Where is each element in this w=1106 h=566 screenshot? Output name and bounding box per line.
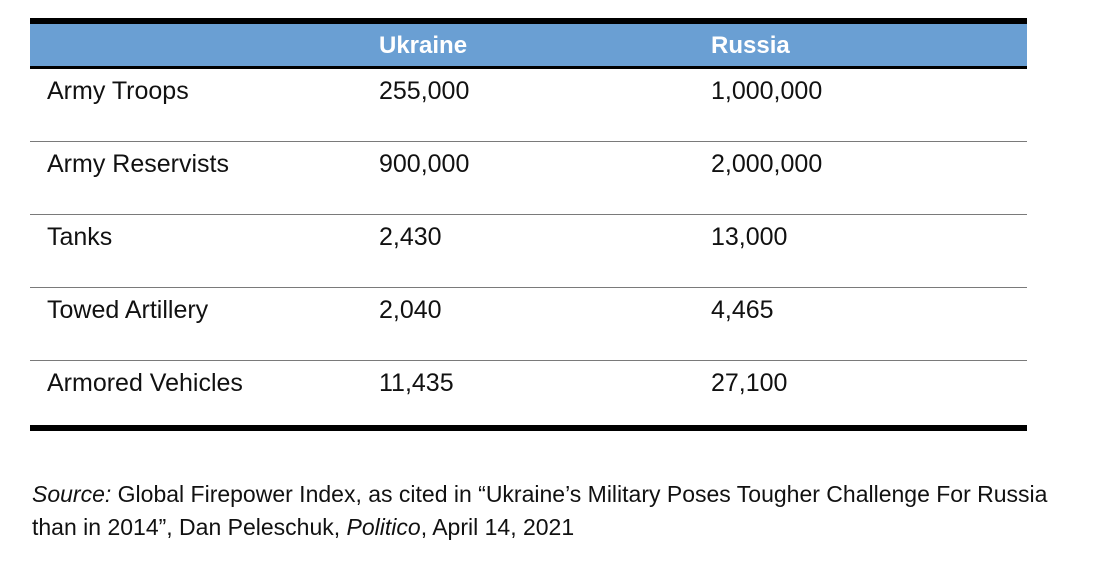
table-bottom-rule — [30, 425, 1027, 431]
table-top-rule — [30, 18, 1027, 24]
ukraine-value: 900,000 — [379, 150, 470, 178]
ukraine-value: 255,000 — [379, 77, 470, 105]
russia-value: 4,465 — [711, 296, 774, 324]
ukraine-value: 2,040 — [379, 296, 442, 324]
table-row: Army Reservists 900,000 2,000,000 — [30, 142, 1027, 215]
russia-value: 13,000 — [711, 223, 788, 251]
table-row: Tanks 2,430 13,000 — [30, 215, 1027, 288]
source-text-part-1: Global Firepower Index, as cited in “Ukr… — [32, 481, 1048, 540]
table-header-row: Ukraine Russia — [30, 24, 1027, 66]
header-bottom-rule — [30, 66, 1027, 69]
publication-name: Politico — [346, 514, 421, 540]
header-cell-ukraine: Ukraine — [379, 32, 468, 59]
row-label: Towed Artillery — [47, 296, 209, 324]
ukraine-value: 2,430 — [379, 223, 442, 251]
row-label: Army Reservists — [47, 150, 229, 178]
ukraine-value: 11,435 — [379, 369, 454, 397]
row-label: Army Troops — [47, 77, 189, 105]
source-note: Source: Global Firepower Index, as cited… — [32, 478, 1082, 544]
table-row: Towed Artillery 2,040 4,465 — [30, 288, 1027, 361]
russia-value: 27,100 — [711, 369, 788, 397]
russia-value: 2,000,000 — [711, 150, 823, 178]
source-date: , April 14, 2021 — [420, 514, 575, 540]
source-label: Source: — [32, 481, 112, 507]
row-label: Armored Vehicles — [47, 369, 243, 397]
row-label: Tanks — [47, 223, 113, 251]
russia-value: 1,000,000 — [711, 77, 823, 105]
comparison-table: Ukraine Russia Army Troops 255,000 1,000… — [30, 18, 1027, 431]
table-row: Army Troops 255,000 1,000,000 — [30, 69, 1027, 142]
header-cell-russia: Russia — [711, 32, 790, 59]
table-row: Armored Vehicles 11,435 27,100 — [30, 361, 1027, 425]
